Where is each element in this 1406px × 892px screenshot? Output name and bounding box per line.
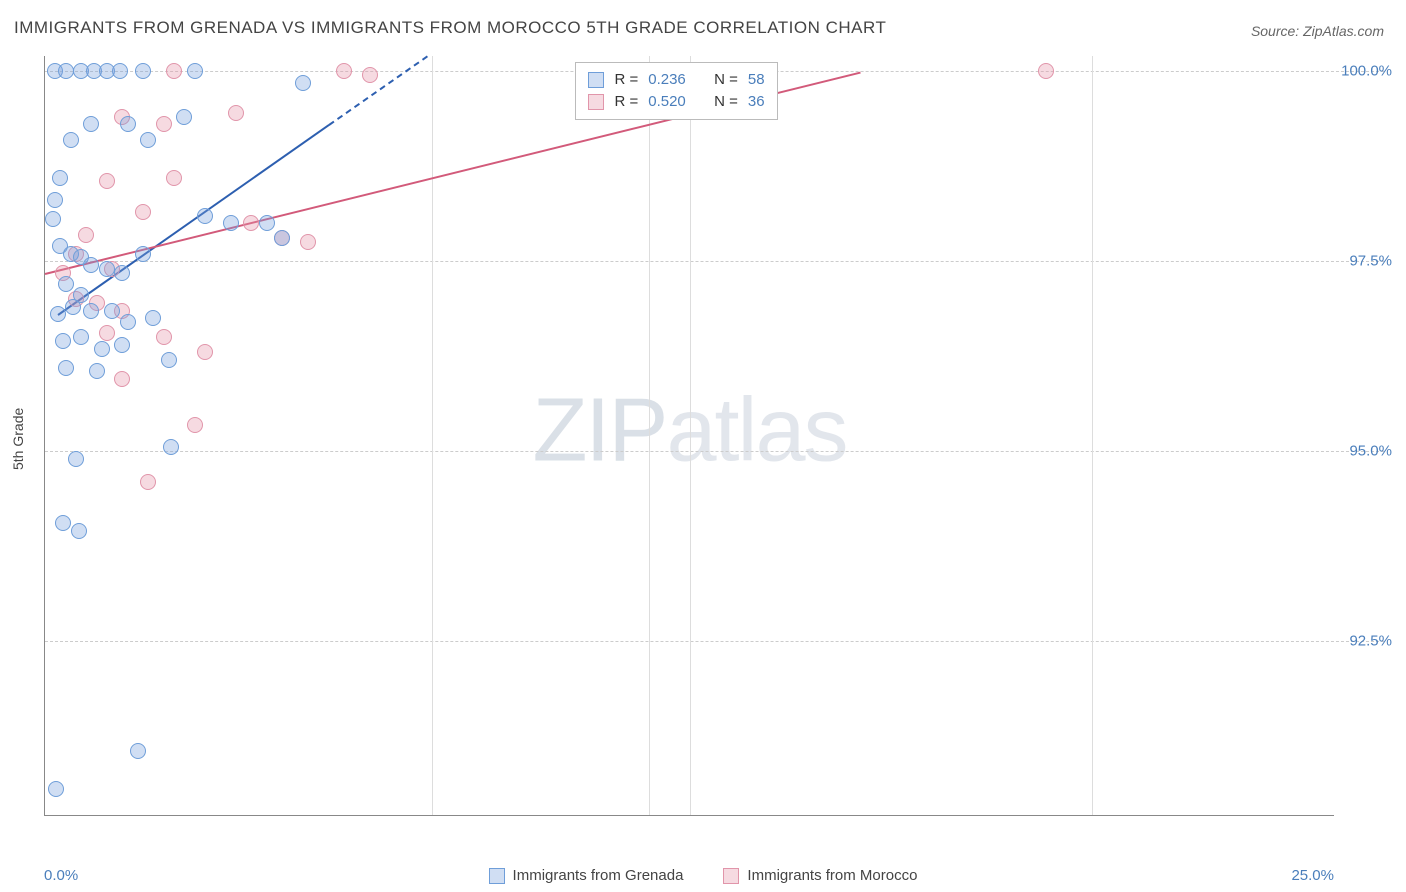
scatter-point-morocco (362, 67, 378, 83)
scatter-point-grenada (65, 299, 81, 315)
scatter-point-grenada (71, 523, 87, 539)
y-axis-label: 5th Grade (10, 408, 26, 470)
scatter-point-grenada (99, 261, 115, 277)
scatter-point-grenada (120, 314, 136, 330)
scatter-point-grenada (63, 132, 79, 148)
scatter-point-grenada (47, 192, 63, 208)
scatter-point-morocco (228, 105, 244, 121)
stats-r-value: 0.520 (648, 91, 686, 113)
gridline-vertical (649, 56, 650, 815)
chart-title: IMMIGRANTS FROM GRENADA VS IMMIGRANTS FR… (14, 18, 886, 38)
legend-swatch (489, 868, 505, 884)
scatter-point-grenada (48, 781, 64, 797)
scatter-point-grenada (73, 329, 89, 345)
gridline-vertical (432, 56, 433, 815)
gridline-horizontal (45, 261, 1384, 262)
y-tick-label: 95.0% (1349, 443, 1392, 460)
scatter-point-grenada (140, 132, 156, 148)
scatter-point-morocco (156, 116, 172, 132)
scatter-point-grenada (112, 63, 128, 79)
scatter-point-grenada (58, 63, 74, 79)
y-tick-label: 97.5% (1349, 253, 1392, 270)
scatter-point-grenada (45, 211, 61, 227)
scatter-point-grenada (50, 306, 66, 322)
scatter-point-grenada (94, 341, 110, 357)
stats-label: N = (714, 91, 738, 113)
scatter-point-grenada (55, 333, 71, 349)
stats-label: N = (714, 69, 738, 91)
scatter-point-grenada (295, 75, 311, 91)
scatter-point-morocco (197, 344, 213, 360)
scatter-point-grenada (52, 170, 68, 186)
legend-item: Immigrants from Grenada (489, 867, 684, 884)
scatter-point-morocco (166, 170, 182, 186)
scatter-point-grenada (55, 515, 71, 531)
scatter-point-grenada (114, 337, 130, 353)
legend-swatch (723, 868, 739, 884)
source-label: Source: ZipAtlas.com (1251, 23, 1384, 39)
scatter-point-morocco (78, 227, 94, 243)
plot-area: ZIPatlas (44, 56, 1334, 816)
scatter-point-morocco (336, 63, 352, 79)
stats-n-value: 58 (748, 69, 765, 91)
scatter-point-grenada (58, 360, 74, 376)
stats-r-value: 0.236 (648, 69, 686, 91)
bottom-legend: Immigrants from Grenada Immigrants from M… (0, 867, 1406, 884)
legend-swatch (588, 72, 604, 88)
scatter-point-morocco (114, 371, 130, 387)
scatter-point-morocco (243, 215, 259, 231)
scatter-point-morocco (140, 474, 156, 490)
watermark-part1: ZIP (532, 380, 666, 480)
scatter-point-grenada (223, 215, 239, 231)
scatter-point-grenada (114, 265, 130, 281)
gridline-vertical (690, 56, 691, 815)
scatter-point-grenada (68, 451, 84, 467)
scatter-point-grenada (58, 276, 74, 292)
scatter-point-grenada (89, 363, 105, 379)
scatter-point-morocco (99, 325, 115, 341)
scatter-point-grenada (163, 439, 179, 455)
scatter-point-morocco (1038, 63, 1054, 79)
y-tick-label: 92.5% (1349, 633, 1392, 650)
scatter-point-grenada (135, 63, 151, 79)
scatter-point-grenada (104, 303, 120, 319)
stats-row: R = 0.236 N = 58 (588, 69, 764, 91)
scatter-point-grenada (145, 310, 161, 326)
scatter-point-grenada (161, 352, 177, 368)
stats-n-value: 36 (748, 91, 765, 113)
gridline-vertical (1092, 56, 1093, 815)
gridline-horizontal (45, 641, 1384, 642)
stats-label: R = (614, 69, 638, 91)
scatter-point-grenada (83, 303, 99, 319)
scatter-point-grenada (197, 208, 213, 224)
scatter-point-morocco (166, 63, 182, 79)
scatter-point-morocco (300, 234, 316, 250)
legend-item: Immigrants from Morocco (723, 867, 917, 884)
legend-label: Immigrants from Morocco (747, 867, 917, 884)
stats-row: R = 0.520 N = 36 (588, 91, 764, 113)
scatter-point-morocco (99, 173, 115, 189)
scatter-point-grenada (187, 63, 203, 79)
scatter-point-morocco (135, 204, 151, 220)
scatter-point-grenada (83, 116, 99, 132)
scatter-point-grenada (120, 116, 136, 132)
scatter-point-morocco (187, 417, 203, 433)
scatter-point-grenada (274, 230, 290, 246)
watermark-part2: atlas (666, 380, 846, 480)
scatter-point-grenada (83, 257, 99, 273)
trend-line (57, 125, 329, 317)
y-tick-label: 100.0% (1341, 63, 1392, 80)
stats-legend-box: R = 0.236 N = 58R = 0.520 N = 36 (575, 62, 777, 120)
scatter-point-grenada (259, 215, 275, 231)
scatter-point-grenada (176, 109, 192, 125)
scatter-point-grenada (135, 246, 151, 262)
gridline-horizontal (45, 451, 1384, 452)
legend-label: Immigrants from Grenada (513, 867, 684, 884)
scatter-point-morocco (156, 329, 172, 345)
legend-swatch (588, 94, 604, 110)
scatter-point-grenada (130, 743, 146, 759)
stats-label: R = (614, 91, 638, 113)
